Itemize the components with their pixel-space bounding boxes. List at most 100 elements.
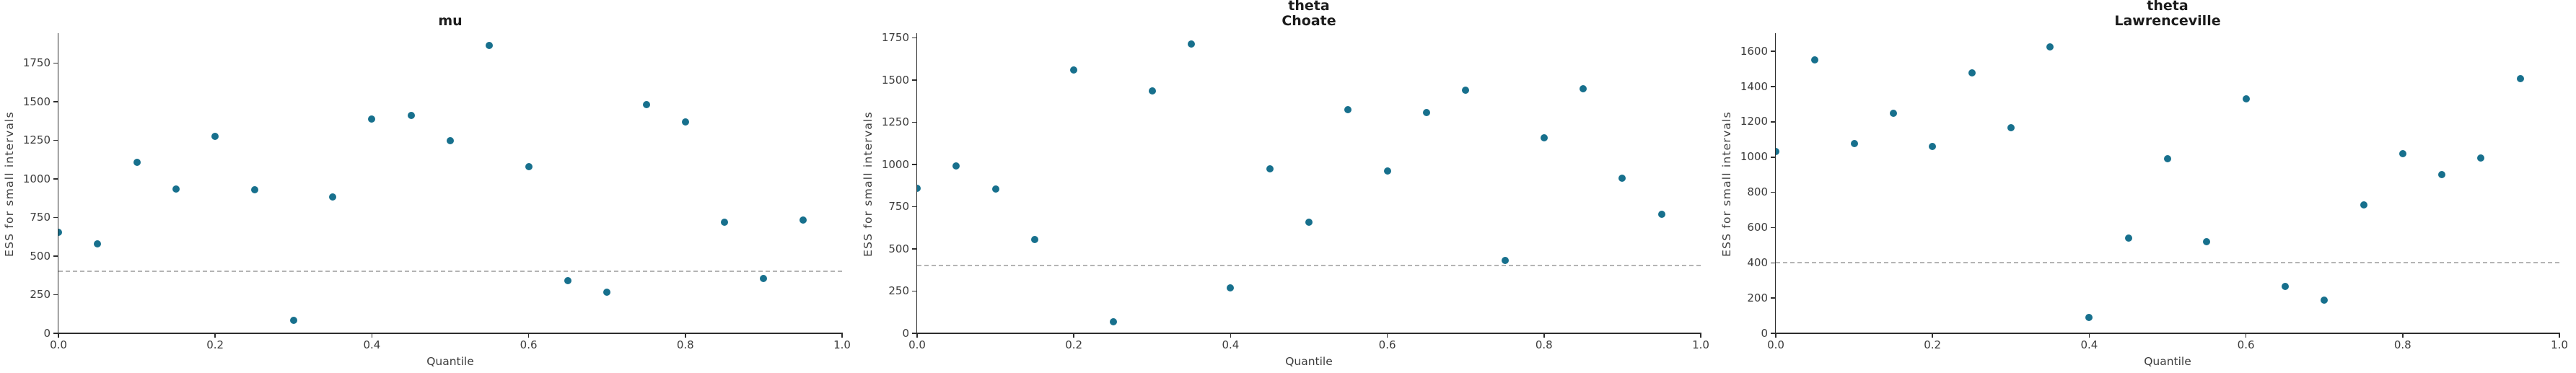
data-point [1030,236,1038,244]
data-point [1227,284,1235,291]
y-tick [53,62,58,64]
data-point [172,185,180,193]
y-tick [1771,297,1775,299]
data-point [58,228,62,236]
data-point [1889,109,1897,117]
x-axis-spine [57,333,843,334]
data-point [1383,167,1391,175]
x-axis-label: Quantile [1285,355,1333,368]
x-tick [527,333,530,338]
x-axis-spine [1774,333,2560,334]
data-point [1070,66,1078,74]
data-point [1501,257,1509,265]
data-point [603,289,611,297]
x-tick-label: 1.0 [1692,338,1709,351]
data-point [1344,106,1352,114]
data-point [2398,149,2406,157]
data-point [1109,317,1117,325]
data-point [1968,69,1976,76]
data-point [447,136,454,144]
chart-title: mu [438,13,463,29]
x-tick-label: 1.0 [833,338,851,351]
x-tick [1386,333,1388,338]
data-point [2007,124,2015,132]
y-tick-label: 500 [30,249,51,263]
x-axis-label: Quantile [2144,355,2191,368]
data-point [94,240,102,247]
data-point [1929,143,1937,151]
data-point [721,218,729,226]
y-tick [1771,86,1775,87]
x-tick [1775,333,1777,338]
subplot-mu: mu ESS for small intervals Quantile 0.0 0… [0,0,859,373]
data-point [2438,171,2446,179]
y-tick [912,290,916,292]
y-tick-label: 250 [30,288,51,301]
y-tick-label: 1000 [881,157,909,171]
y-tick-label: 0 [43,326,51,340]
data-point [211,133,219,141]
x-tick [2402,333,2404,338]
y-tick-label: 750 [888,200,909,214]
x-tick [841,333,843,338]
plot-area [917,35,1701,333]
y-tick [912,79,916,81]
y-tick [1771,333,1775,334]
y-tick-label: 500 [888,242,909,255]
data-point [991,185,999,193]
x-tick [916,333,918,338]
x-tick [685,333,686,338]
data-point [2164,155,2171,163]
y-tick-label: 1500 [22,95,51,108]
subplot-theta-lawrenceville: theta Lawrenceville ESS for small interv… [1717,0,2576,373]
data-point [2321,296,2329,304]
y-tick-label: 1750 [22,56,51,70]
data-point [2046,43,2054,51]
data-point [2477,154,2485,162]
data-point [525,162,533,170]
data-point [1266,164,1274,172]
y-tick-label: 1400 [1740,79,1768,93]
data-point [760,275,768,283]
y-tick-label: 1000 [22,172,51,185]
data-point [681,118,689,126]
data-point [329,193,337,201]
x-tick-label: 0.6 [520,338,538,351]
x-tick-label: 0.6 [1378,338,1396,351]
y-tick-label: 600 [1747,220,1768,234]
y-tick [1771,121,1775,123]
data-point [2124,234,2132,242]
chart-title: theta Choate [1282,0,1336,29]
x-tick-label: 0.8 [2393,338,2411,351]
data-point [1422,108,1430,116]
subplot-theta-choate: theta Choate ESS for small intervals Qua… [859,0,1717,373]
y-tick [53,294,58,296]
data-point [2360,201,2367,209]
y-tick-label: 400 [1747,255,1768,269]
y-tick [1771,157,1775,158]
y-tick [53,216,58,219]
data-point [133,158,141,166]
y-tick-label: 1250 [22,133,51,147]
y-tick-label: 1000 [1740,150,1768,164]
y-tick-label: 0 [1761,326,1768,340]
data-point [1811,56,1819,64]
x-tick [2245,333,2247,338]
data-point [1305,218,1313,226]
y-axis-label: ESS for small intervals [862,111,875,257]
y-tick [912,37,916,39]
y-tick-label: 1500 [881,73,909,87]
x-tick-label: 1.0 [2551,338,2568,351]
x-tick [1700,333,1701,338]
data-point [407,112,415,120]
x-tick-label: 0.0 [50,338,67,351]
data-point [368,115,376,123]
data-point [1618,174,1626,182]
data-point [917,184,921,192]
min-ess-reference-line [917,265,1701,267]
data-point [1188,40,1196,48]
y-tick [53,255,58,257]
y-tick-label: 0 [902,326,909,340]
y-tick [1771,51,1775,52]
